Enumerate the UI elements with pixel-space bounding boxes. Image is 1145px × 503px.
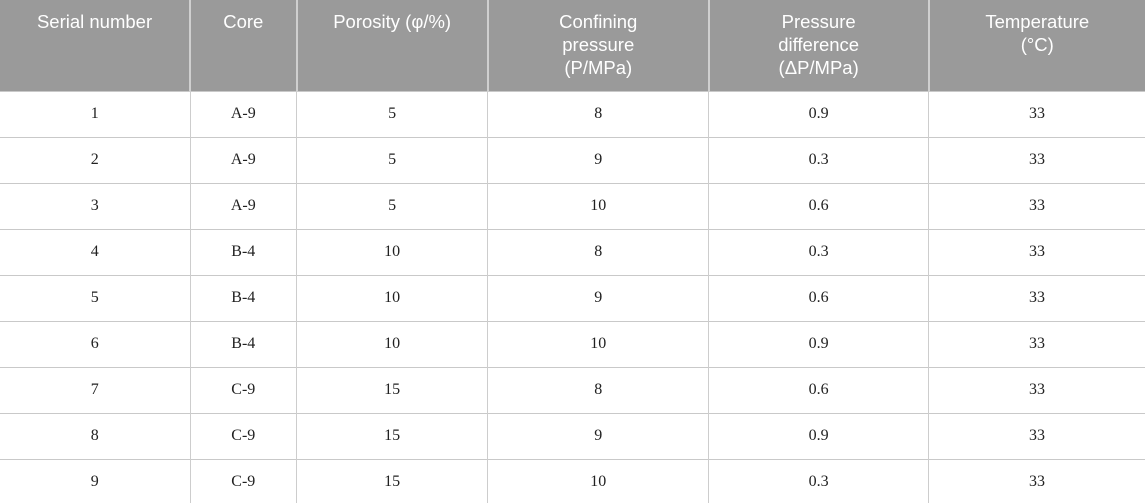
- table-cell: 0.3: [708, 458, 929, 503]
- table-cell: 33: [928, 412, 1145, 459]
- table-cell: B-4: [189, 228, 297, 275]
- table-cell: 6: [0, 320, 191, 367]
- table-cell: 0.3: [708, 228, 929, 275]
- table-cell: 33: [928, 274, 1145, 321]
- table-cell: 8: [487, 90, 709, 137]
- table-cell: 9: [487, 412, 709, 459]
- table-cell: C-9: [189, 458, 297, 503]
- table-body: 1 A-9 5 8 0.9 33 2 A-9 5 9 0.3 33 3 A-9 …: [0, 90, 1145, 503]
- column-header-porosity: Porosity (φ/%): [295, 0, 488, 91]
- table-cell: 7: [0, 366, 191, 413]
- table-header: Serial number Core Porosity (φ/%) Confin…: [0, 0, 1145, 91]
- table-cell: 0.6: [708, 366, 929, 413]
- table-cell: 33: [928, 228, 1145, 275]
- table-cell: A-9: [189, 136, 297, 183]
- table-cell: 9: [487, 274, 709, 321]
- table-cell: 33: [928, 366, 1145, 413]
- table-cell: 5: [296, 90, 488, 137]
- table-row: 7 C-9 15 8 0.6 33: [0, 366, 1145, 413]
- table-cell: 15: [296, 366, 488, 413]
- table-cell: 5: [296, 136, 488, 183]
- table-cell: 8: [487, 366, 709, 413]
- table-cell: B-4: [189, 274, 297, 321]
- table-cell: 10: [296, 228, 488, 275]
- table-row: 3 A-9 5 10 0.6 33: [0, 182, 1145, 229]
- column-header-core: Core: [189, 0, 297, 91]
- table-cell: 0.9: [708, 90, 929, 137]
- table-cell: 8: [487, 228, 709, 275]
- table-cell: 0.3: [708, 136, 929, 183]
- table-cell: 15: [296, 458, 488, 503]
- table-cell: A-9: [189, 90, 297, 137]
- table-cell: 10: [296, 274, 488, 321]
- table-row: 5 B-4 10 9 0.6 33: [0, 274, 1145, 321]
- table-cell: 8: [0, 412, 191, 459]
- table-cell: C-9: [189, 366, 297, 413]
- table-cell: 33: [928, 182, 1145, 229]
- table-cell: 2: [0, 136, 191, 183]
- table-cell: 10: [296, 320, 488, 367]
- table-cell: 10: [487, 320, 709, 367]
- table-cell: 33: [928, 458, 1145, 503]
- table-cell: 10: [487, 182, 709, 229]
- table-row: 6 B-4 10 10 0.9 33: [0, 320, 1145, 367]
- table-row: 9 C-9 15 10 0.3 33: [0, 458, 1145, 503]
- table-row: 1 A-9 5 8 0.9 33: [0, 90, 1145, 137]
- table-cell: 3: [0, 182, 191, 229]
- table-cell: 33: [928, 320, 1145, 367]
- table-cell: 15: [296, 412, 488, 459]
- table-cell: 9: [0, 458, 191, 503]
- table-cell: 5: [296, 182, 488, 229]
- column-header-confining-pressure: Confining pressure (P/MPa): [486, 0, 709, 91]
- table-cell: 9: [487, 136, 709, 183]
- table-cell: 0.6: [708, 182, 929, 229]
- table-row: 4 B-4 10 8 0.3 33: [0, 228, 1145, 275]
- table-cell: 0.6: [708, 274, 929, 321]
- header-row: Serial number Core Porosity (φ/%) Confin…: [0, 0, 1145, 91]
- table-cell: 1: [0, 90, 191, 137]
- table-cell: 0.9: [708, 320, 929, 367]
- table-cell: A-9: [189, 182, 297, 229]
- table-cell: 33: [928, 136, 1145, 183]
- table-cell: 4: [0, 228, 191, 275]
- table-row: 8 C-9 15 9 0.9 33: [0, 412, 1145, 459]
- column-header-pressure-difference: Pressure difference (ΔP/MPa): [707, 0, 929, 91]
- table-cell: B-4: [189, 320, 297, 367]
- table-cell: 10: [487, 458, 709, 503]
- table-cell: 0.9: [708, 412, 929, 459]
- table-cell: C-9: [189, 412, 297, 459]
- table-cell: 33: [928, 90, 1145, 137]
- table-row: 2 A-9 5 9 0.3 33: [0, 136, 1145, 183]
- table-cell: 5: [0, 274, 191, 321]
- column-header-temperature: Temperature (°C): [927, 0, 1145, 91]
- column-header-serial-number: Serial number: [0, 0, 191, 91]
